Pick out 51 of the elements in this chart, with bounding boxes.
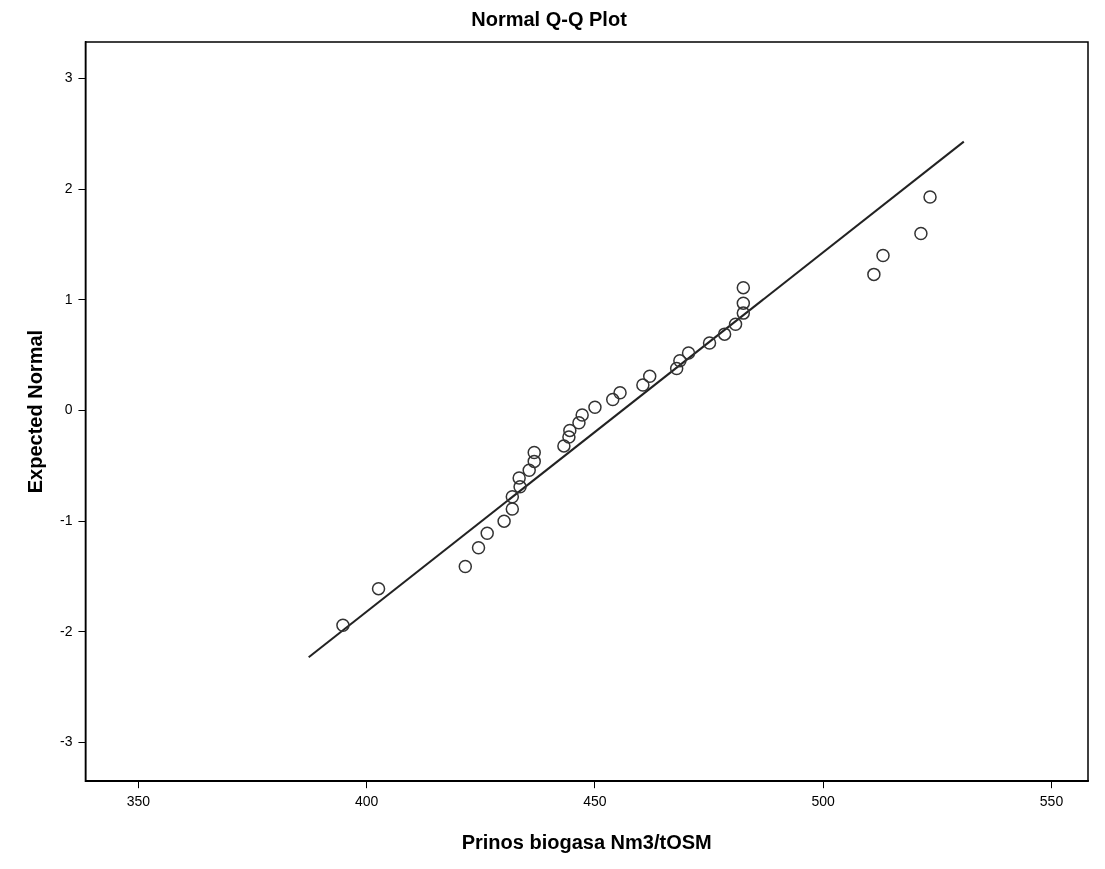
point [371,581,386,596]
point [497,514,511,528]
point [572,415,586,430]
point [736,306,751,320]
x-tick-label: 450 [583,793,607,810]
point [522,463,536,477]
point [642,369,657,383]
point [471,540,486,555]
point [613,386,627,400]
point [717,327,732,341]
point [673,353,687,368]
point [728,317,743,331]
y-axis-title: Expected Normal [23,329,46,494]
y-tick-label: -3 [60,733,73,750]
point [480,526,494,541]
point [736,280,751,295]
x-tick-label: 500 [811,793,836,810]
point [636,378,650,392]
y-tick-label: -2 [60,622,73,639]
point [702,336,717,350]
point [736,296,751,310]
point [575,408,589,422]
point [562,430,576,444]
y-tick-label: -1 [60,512,73,529]
y-tick-label: 0 [64,401,73,418]
point [505,490,520,504]
point [458,559,473,574]
y-tick-label: 2 [64,180,73,197]
point [876,248,890,263]
point [923,190,937,204]
x-tick-label: 550 [1039,793,1064,810]
point [867,267,881,282]
chart-title: Normal Q-Q Plot [471,7,628,30]
point [681,346,696,360]
x-tick-label: 350 [126,793,151,810]
point [563,423,577,438]
point [527,445,541,460]
y-tick-label: 1 [64,290,73,307]
point [336,618,350,632]
point [527,454,541,469]
point [513,480,527,494]
point [512,471,526,485]
point [669,361,684,376]
x-axis-title: Prinos biogasa Nm3/tOSM [461,830,712,853]
point [505,502,520,516]
point [588,400,602,414]
x-tick-label: 400 [354,793,379,810]
point [914,226,928,241]
point [557,439,571,453]
point [606,392,620,407]
y-tick-label: 3 [64,69,73,86]
